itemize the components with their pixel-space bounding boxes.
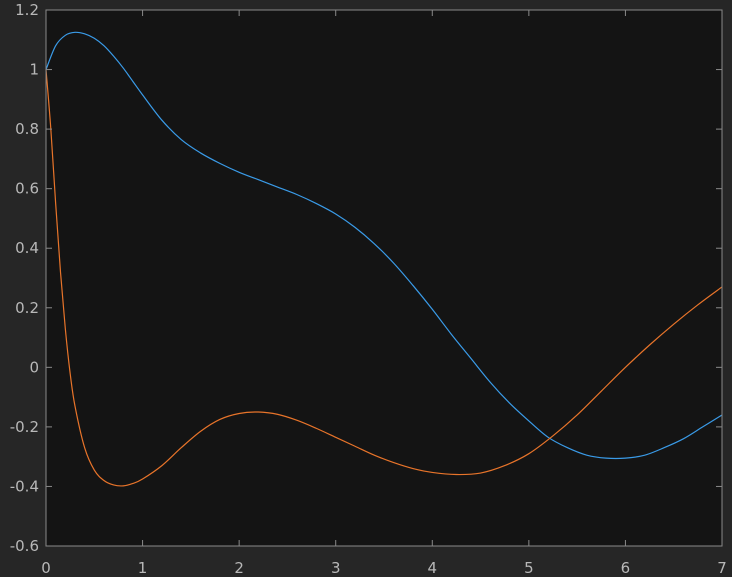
x-tick-label: 3 (331, 559, 341, 577)
y-tick-label: 0.2 (15, 299, 39, 317)
x-tick-label: 6 (621, 559, 631, 577)
y-tick-label: 1.2 (15, 1, 39, 19)
x-tick-label: 2 (234, 559, 244, 577)
y-tick-label: -0.6 (10, 537, 39, 555)
x-tick-label: 4 (428, 559, 438, 577)
y-tick-label: 1 (29, 61, 39, 79)
x-tick-label: 5 (524, 559, 534, 577)
x-tick-label: 0 (41, 559, 51, 577)
y-tick-label: 0.8 (15, 120, 39, 138)
y-tick-label: 0.6 (15, 180, 39, 198)
series-line-2 (45, 69, 723, 487)
series-line-1 (45, 31, 723, 460)
y-tick-label: 0 (29, 358, 39, 376)
y-tick-label: -0.4 (10, 477, 39, 495)
series-layer (45, 31, 723, 487)
y-axis: -0.6 -0.4 -0.2 0 0.2 0.4 0.6 0.8 1 1.2 (10, 1, 722, 555)
x-axis: 0 1 2 3 4 5 6 7 (41, 10, 727, 577)
y-tick-label: -0.2 (10, 418, 39, 436)
plot-area (46, 10, 722, 546)
plot-frame (45, 9, 723, 547)
x-tick-label: 7 (717, 559, 727, 577)
y-tick-label: 0.4 (15, 239, 39, 257)
x-tick-label: 1 (138, 559, 148, 577)
